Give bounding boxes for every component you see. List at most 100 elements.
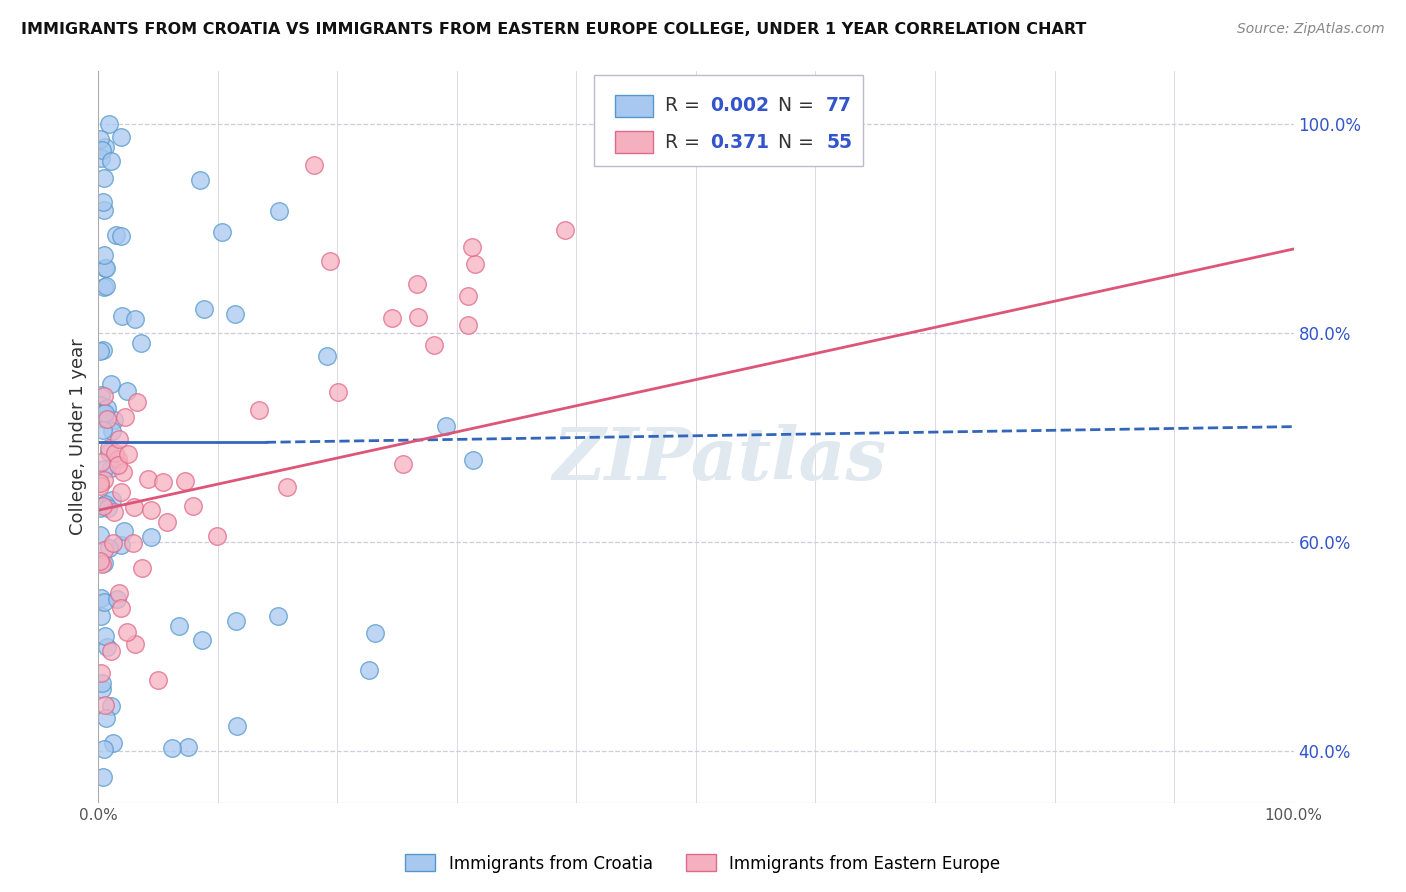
Point — [110, 601, 132, 615]
Point — [98, 445, 121, 459]
Point — [91, 557, 114, 571]
Point — [122, 536, 145, 550]
Point — [315, 349, 337, 363]
Point — [93, 171, 115, 186]
Point — [91, 770, 114, 784]
Point — [136, 472, 159, 486]
Point — [93, 543, 115, 558]
Point — [463, 453, 485, 467]
Point — [93, 202, 115, 217]
Text: R =: R = — [665, 96, 706, 115]
Point — [107, 585, 129, 599]
Point — [89, 554, 111, 568]
Point — [94, 497, 117, 511]
Point — [104, 228, 127, 243]
Point — [96, 640, 118, 655]
Point — [139, 530, 162, 544]
Point — [226, 719, 249, 733]
Point — [247, 403, 270, 417]
Text: Source: ZipAtlas.com: Source: ZipAtlas.com — [1237, 22, 1385, 37]
Point — [90, 591, 112, 606]
Point — [129, 335, 152, 350]
Point — [103, 413, 125, 427]
Point — [103, 536, 125, 550]
Point — [100, 461, 122, 475]
Legend: Immigrants from Croatia, Immigrants from Eastern Europe: Immigrants from Croatia, Immigrants from… — [399, 847, 1007, 880]
Point — [90, 455, 112, 469]
Point — [100, 376, 122, 391]
Point — [97, 541, 120, 555]
Bar — [614, 95, 652, 117]
Text: 77: 77 — [827, 96, 852, 115]
Point — [93, 595, 115, 609]
Point — [101, 493, 124, 508]
Text: 0.002: 0.002 — [710, 96, 769, 115]
Point — [114, 410, 136, 425]
Point — [107, 452, 129, 467]
Point — [188, 173, 211, 187]
Point — [162, 741, 184, 756]
Text: IMMIGRANTS FROM CROATIA VS IMMIGRANTS FROM EASTERN EUROPE COLLEGE, UNDER 1 YEAR : IMMIGRANTS FROM CROATIA VS IMMIGRANTS FR… — [21, 22, 1087, 37]
Point — [117, 625, 139, 640]
Point — [423, 338, 446, 352]
Point — [177, 739, 200, 754]
Point — [224, 307, 246, 321]
Point — [276, 480, 298, 494]
Point — [93, 412, 115, 426]
Point — [94, 406, 117, 420]
Point — [122, 500, 145, 515]
Point — [107, 458, 129, 472]
Point — [460, 240, 482, 254]
Point — [93, 461, 115, 475]
Point — [94, 140, 117, 154]
Point — [93, 556, 115, 570]
Point — [124, 637, 146, 651]
Point — [152, 475, 174, 490]
Point — [94, 260, 117, 275]
Point — [211, 225, 233, 239]
Point — [359, 664, 381, 678]
Text: 55: 55 — [827, 133, 852, 152]
Point — [91, 343, 114, 358]
Point — [457, 318, 479, 332]
Point — [139, 503, 162, 517]
Point — [131, 561, 153, 575]
FancyBboxPatch shape — [595, 75, 863, 167]
Point — [91, 499, 114, 513]
Point — [90, 388, 112, 402]
Point — [173, 475, 195, 489]
Point — [93, 389, 115, 403]
Text: ZIPatlas: ZIPatlas — [553, 424, 887, 494]
Point — [90, 676, 112, 690]
Point — [156, 516, 179, 530]
Point — [406, 310, 429, 324]
Point — [105, 591, 128, 606]
Point — [110, 229, 132, 244]
Point — [112, 524, 135, 538]
Point — [96, 412, 118, 426]
Point — [103, 505, 125, 519]
Point — [93, 742, 115, 756]
Point — [302, 158, 325, 172]
Point — [93, 279, 115, 293]
Point — [89, 478, 111, 492]
Point — [89, 344, 111, 359]
Point — [169, 619, 191, 633]
Point — [94, 711, 117, 725]
Point — [457, 288, 479, 302]
Point — [101, 736, 124, 750]
Point — [90, 609, 112, 624]
Y-axis label: College, Under 1 year: College, Under 1 year — [69, 339, 87, 535]
Point — [90, 665, 112, 680]
Point — [146, 673, 169, 687]
Point — [111, 309, 134, 323]
Bar — [614, 131, 652, 153]
Point — [225, 614, 247, 628]
Point — [319, 253, 342, 268]
Point — [89, 475, 111, 490]
Point — [89, 528, 111, 542]
Point — [93, 629, 115, 643]
Point — [112, 466, 135, 480]
Text: N =: N = — [779, 133, 820, 152]
Point — [91, 143, 114, 157]
